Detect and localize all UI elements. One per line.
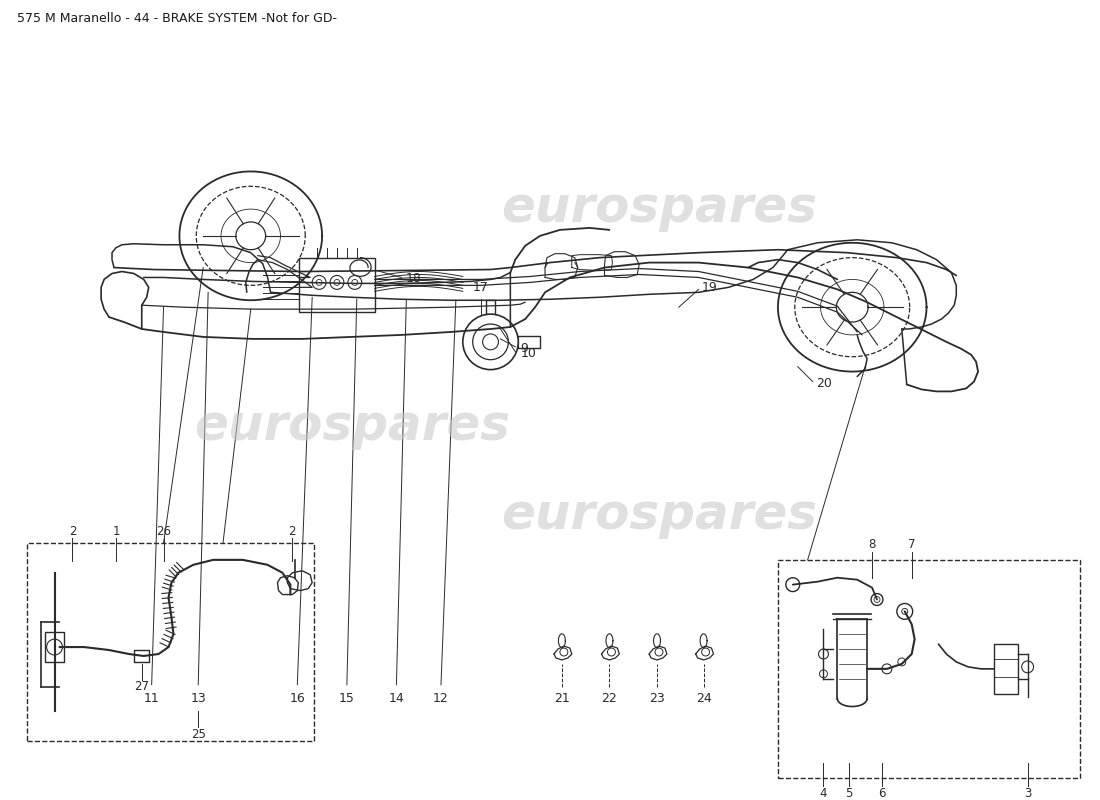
Text: 24: 24: [695, 692, 712, 705]
Bar: [45, 632, 65, 662]
Text: 26: 26: [156, 525, 170, 538]
Bar: [299, 258, 375, 312]
Text: 5: 5: [846, 787, 852, 800]
Text: 9: 9: [520, 342, 528, 355]
Text: 27: 27: [134, 680, 150, 694]
Text: 6: 6: [878, 787, 886, 800]
Text: 10: 10: [520, 347, 536, 360]
Text: 25: 25: [190, 728, 206, 741]
Text: 20: 20: [816, 377, 833, 390]
Text: 2: 2: [68, 525, 76, 538]
Text: 15: 15: [339, 692, 355, 705]
Text: 1: 1: [112, 525, 120, 538]
Text: 16: 16: [289, 692, 305, 705]
Bar: [26, 543, 315, 742]
Text: 14: 14: [388, 692, 405, 705]
Text: 12: 12: [433, 692, 449, 705]
Text: 4: 4: [820, 787, 827, 800]
Text: 19: 19: [702, 281, 717, 294]
Text: 17: 17: [473, 282, 488, 294]
Text: 575 M Maranello - 44 - BRAKE SYSTEM -Not for GD-: 575 M Maranello - 44 - BRAKE SYSTEM -Not…: [16, 12, 337, 25]
Text: 2: 2: [288, 525, 296, 538]
Text: 7: 7: [908, 538, 915, 550]
Text: 3: 3: [1024, 787, 1032, 800]
Text: 21: 21: [554, 692, 570, 705]
Text: 11: 11: [144, 692, 159, 705]
Text: 22: 22: [602, 692, 617, 705]
Text: 18: 18: [405, 272, 421, 285]
Text: 23: 23: [649, 692, 664, 705]
Text: eurospares: eurospares: [500, 184, 817, 232]
Bar: [994, 644, 1018, 694]
Text: 8: 8: [868, 538, 876, 550]
Text: eurospares: eurospares: [194, 402, 509, 450]
Text: eurospares: eurospares: [500, 491, 817, 539]
Bar: [778, 560, 1080, 778]
Text: 13: 13: [190, 692, 206, 705]
